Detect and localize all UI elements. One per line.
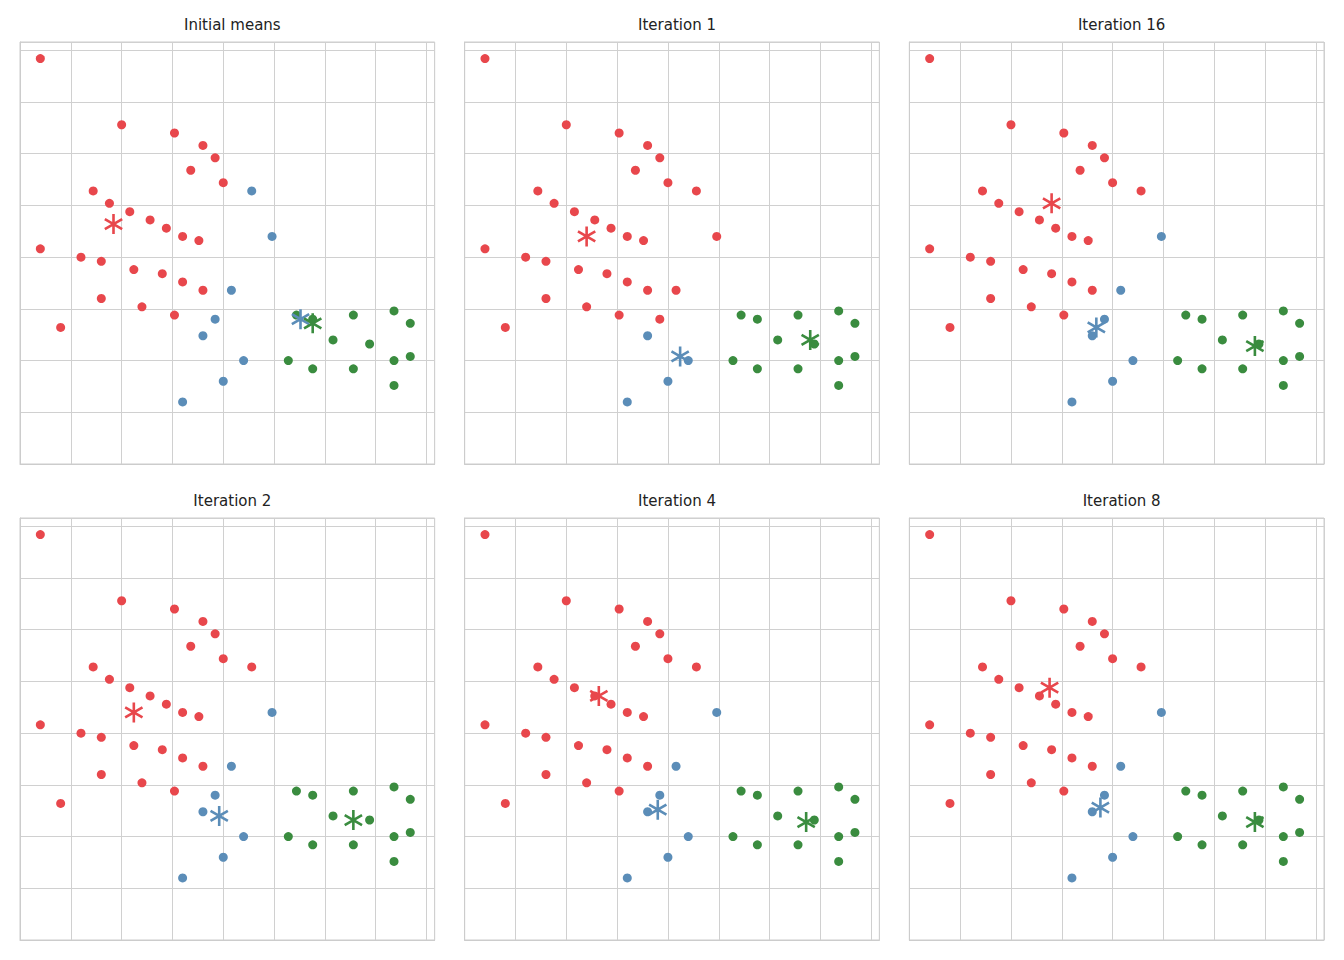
svg-text:Initial means: Initial means bbox=[184, 16, 281, 34]
svg-text:Iteration 2: Iteration 2 bbox=[193, 492, 271, 510]
svg-text:Iteration 16: Iteration 16 bbox=[1078, 16, 1165, 34]
svg-text:Iteration 8: Iteration 8 bbox=[1083, 492, 1161, 510]
svg-text:Iteration 1: Iteration 1 bbox=[638, 16, 716, 34]
svg-text:Iteration 4: Iteration 4 bbox=[638, 492, 716, 510]
